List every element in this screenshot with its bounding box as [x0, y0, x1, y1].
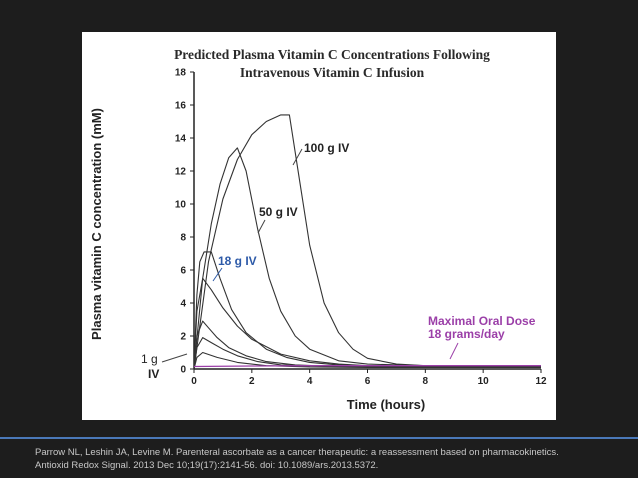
series-line-5 — [193, 337, 541, 370]
y-tick-label: 10 — [175, 200, 187, 211]
y-tick-label: 14 — [175, 134, 187, 145]
series-line-7 — [193, 365, 541, 368]
y-axis-label: Plasma vitamin C concentration (mM) — [89, 108, 104, 340]
annotation-1g-pointer — [161, 353, 188, 363]
x-tick-label: 0 — [191, 376, 197, 387]
annotation-1g-line2: IV — [148, 367, 159, 381]
series-line-1 — [193, 147, 542, 370]
x-axis-label: Time (hours) — [347, 397, 426, 412]
chart-title-line1: Predicted Plasma Vitamin C Concentration… — [174, 47, 490, 62]
x-tick-label: 8 — [423, 376, 429, 387]
annotation-oral-pointer — [449, 342, 459, 360]
chart-svg: Predicted Plasma Vitamin C Concentration… — [89, 47, 547, 412]
citation: Parrow NL, Leshin JA, Levine M. Parenter… — [35, 446, 625, 472]
y-tick-label: 4 — [180, 299, 186, 310]
annotation-oral-line1: Maximal Oral Dose — [428, 314, 536, 328]
annotation-18g: 18 g IV — [218, 254, 257, 268]
chart-series — [193, 114, 542, 370]
series-line-6 — [193, 351, 541, 370]
y-tick-label: 2 — [180, 332, 186, 343]
chart-title-line2: Intravenous Vitamin C Infusion — [240, 65, 425, 80]
annotation-1g-line1: 1 g — [141, 352, 158, 366]
y-tick-label: 18 — [175, 68, 187, 79]
annotation-18g-pointer — [212, 267, 223, 282]
x-tick-label: 10 — [478, 376, 490, 387]
x-tick-label: 2 — [249, 376, 255, 387]
y-tick-labels: 0 2 4 6 8 10 12 14 16 18 — [175, 68, 194, 376]
series-line-2 — [193, 251, 541, 370]
citation-line2: Antioxid Redox Signal. 2013 Dec 10;19(17… — [35, 460, 379, 471]
chart-figure: Predicted Plasma Vitamin C Concentration… — [82, 32, 556, 420]
slide-divider — [0, 437, 638, 439]
y-tick-label: 8 — [180, 233, 186, 244]
y-tick-label: 6 — [180, 266, 186, 277]
annotation-oral-line2: 18 grams/day — [428, 327, 505, 341]
series-line-0 — [193, 114, 541, 370]
y-tick-label: 16 — [175, 101, 187, 112]
y-tick-label: 12 — [175, 167, 187, 178]
y-tick-label: 0 — [180, 365, 186, 376]
x-tick-labels: 0 2 4 6 8 10 12 — [191, 369, 547, 387]
annotation-100g: 100 g IV — [304, 141, 349, 155]
annotation-50g-pointer — [257, 219, 266, 234]
annotation-50g: 50 g IV — [259, 205, 298, 219]
x-tick-label: 6 — [365, 376, 371, 387]
x-tick-label: 4 — [307, 376, 313, 387]
annotation-100g-pointer — [292, 148, 303, 166]
citation-line1: Parrow NL, Leshin JA, Levine M. Parenter… — [35, 447, 559, 458]
x-tick-label: 12 — [535, 376, 547, 387]
